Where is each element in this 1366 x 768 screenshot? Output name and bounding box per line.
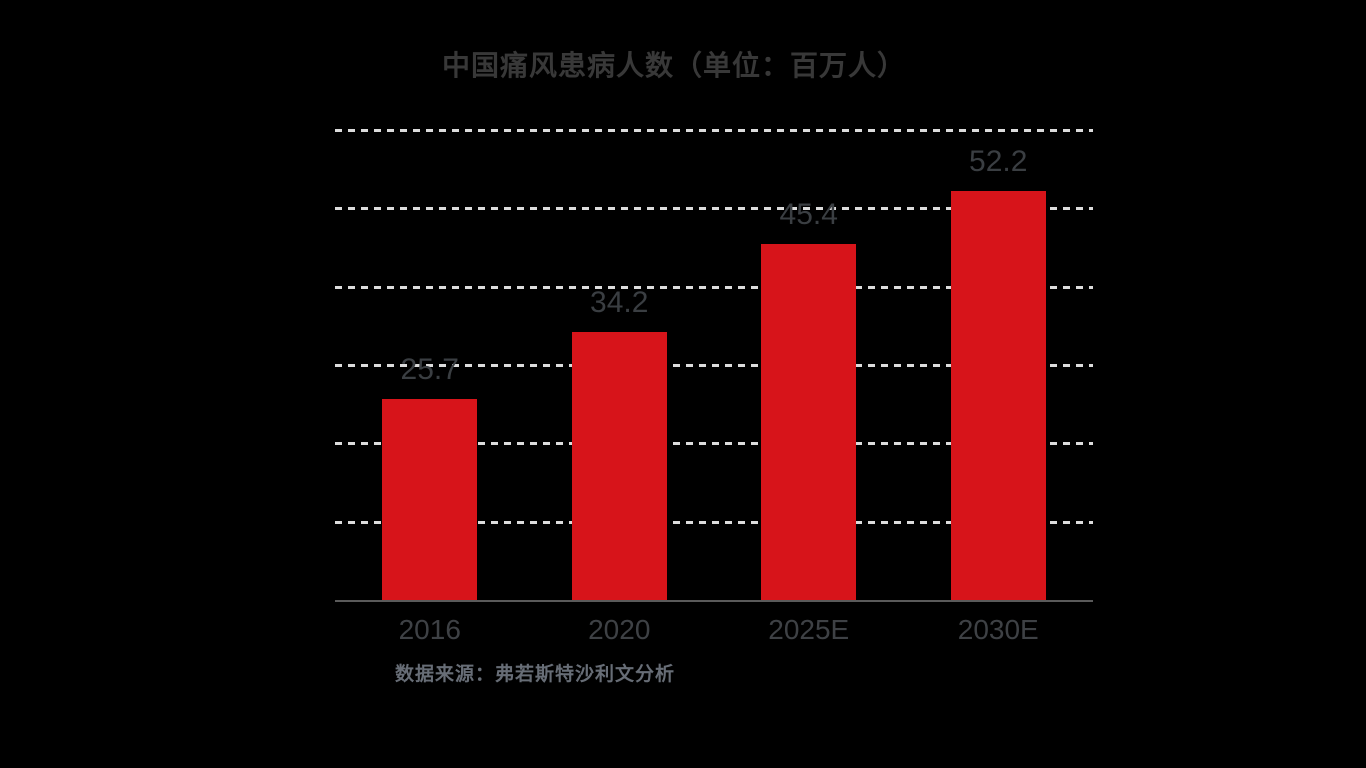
gridline	[335, 129, 1093, 132]
x-axis-line	[335, 600, 1093, 602]
gridline	[335, 442, 1093, 446]
plot-area: 25.7 34.2 45.4 52.2	[335, 129, 1093, 602]
bar-2020	[571, 332, 667, 600]
gridline	[335, 285, 1093, 289]
source-note: 数据来源：弗若斯特沙利文分析	[395, 664, 676, 685]
gridline	[335, 364, 1093, 367]
chart-title: 中国痛风患病人数（单位：百万人）	[441, 50, 907, 81]
gridline	[335, 520, 1093, 524]
bar-value-label: 52.2	[969, 145, 1028, 179]
bar-2025E	[761, 244, 857, 600]
bar-value-label: 34.2	[590, 286, 649, 320]
x-axis-label-2030E: 2030E	[957, 614, 1039, 645]
bar-2030E	[950, 191, 1046, 600]
x-axis-label-2025E: 2025E	[768, 614, 850, 645]
x-axis-label-2016: 2016	[398, 614, 461, 645]
bar-value-label: 25.7	[400, 352, 459, 386]
x-axis-label-2020: 2020	[588, 614, 651, 645]
bar-2016	[382, 398, 478, 600]
gridline	[335, 207, 1093, 211]
bar-value-label: 45.4	[779, 198, 838, 232]
